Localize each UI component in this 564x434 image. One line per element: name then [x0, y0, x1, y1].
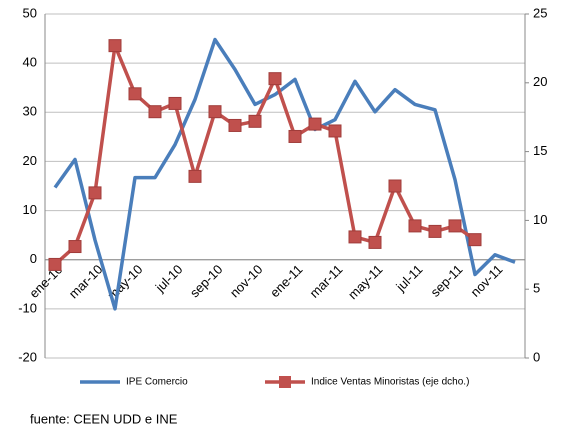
x-tick-label: jul-11 [392, 262, 425, 295]
x-tick-label: mar-10 [66, 262, 106, 302]
marker [128, 87, 142, 101]
y-tick-label: 50 [23, 5, 37, 20]
y2-tick-label: 15 [533, 143, 547, 158]
marker [248, 114, 262, 128]
marker [308, 117, 322, 131]
y-tick-label: 0 [30, 251, 37, 266]
y-tick-label: 30 [23, 104, 37, 119]
marker [388, 179, 402, 193]
marker [368, 235, 382, 249]
y-tick-label: 40 [23, 55, 37, 70]
marker [108, 39, 122, 53]
y2-tick-label: 5 [533, 281, 540, 296]
x-tick-label: mar-11 [307, 262, 346, 301]
y2-tick-label: 20 [533, 74, 547, 89]
marker [448, 219, 462, 233]
x-tick-label: nov-10 [227, 262, 266, 301]
y-tick-label: 10 [23, 202, 37, 217]
marker [468, 233, 482, 247]
marker [188, 169, 202, 183]
y-tick-label: -20 [18, 349, 37, 364]
y-tick-label: -10 [18, 300, 37, 315]
marker [408, 219, 422, 233]
x-tick-label: sep-11 [428, 262, 466, 300]
y-tick-label: 20 [23, 153, 37, 168]
series-line [53, 37, 516, 311]
y2-tick-label: 10 [533, 212, 547, 227]
marker [88, 186, 102, 200]
marker [268, 72, 282, 86]
y2-tick-label: 25 [533, 5, 547, 20]
marker [288, 129, 302, 143]
source-note: fuente: CEEN UDD e INE [30, 411, 178, 426]
marker [228, 118, 242, 132]
marker [348, 230, 362, 244]
x-tick-label: ene-11 [267, 262, 306, 301]
y2-tick-label: 0 [533, 349, 540, 364]
marker [48, 257, 62, 271]
legend-label: Indice Ventas Minoristas (eje dcho.) [311, 377, 469, 388]
series-line [53, 43, 476, 266]
marker [168, 96, 182, 110]
x-tick-label: sep-10 [187, 262, 226, 301]
marker [328, 124, 342, 138]
marker [428, 224, 442, 238]
marker [68, 240, 82, 254]
legend-marker [279, 376, 291, 388]
x-tick-label: jul-10 [152, 262, 186, 296]
marker [148, 105, 162, 119]
x-tick-label: may-11 [345, 262, 386, 303]
legend-label: IPE Comercio [126, 377, 188, 388]
marker [208, 105, 222, 119]
